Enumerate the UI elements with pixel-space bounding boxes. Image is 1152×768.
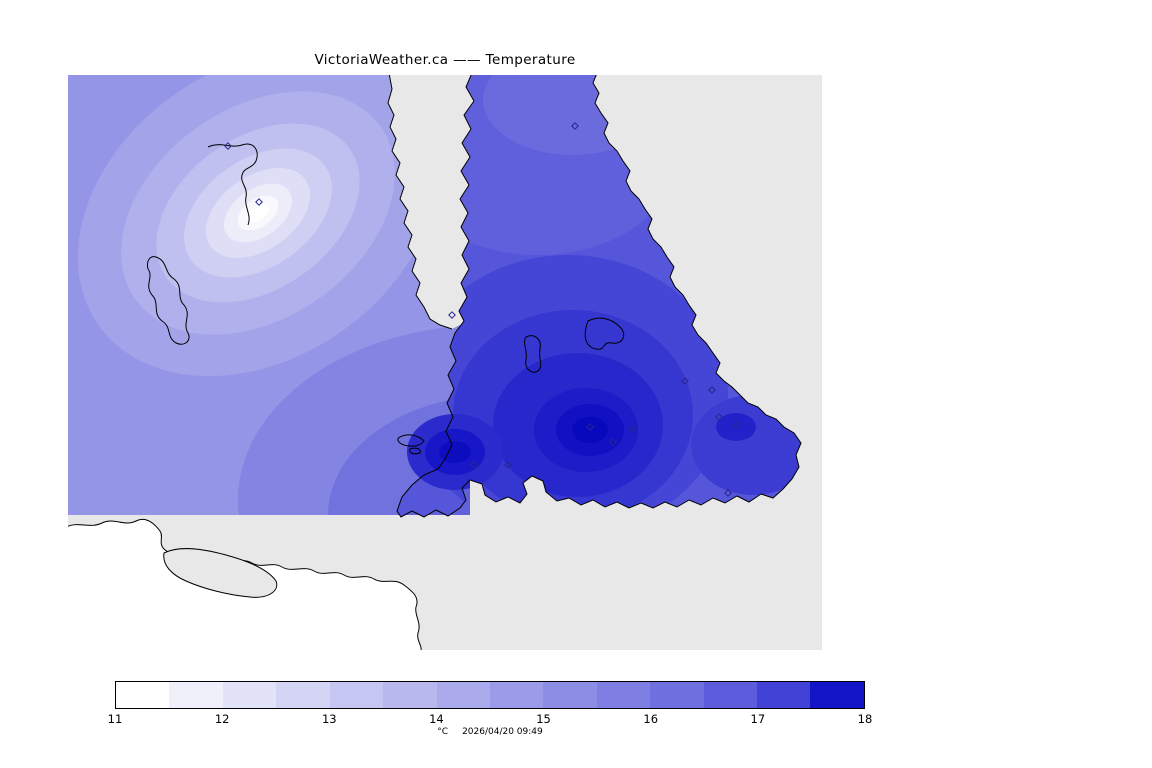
peninsula-temperature-shading — [398, 75, 801, 517]
colorbar-segment — [703, 682, 758, 708]
colorbar-tick-label: 11 — [107, 712, 123, 726]
colorbar-segment — [383, 682, 437, 708]
colorbar-tick-label: 18 — [857, 712, 873, 726]
inlet-west-shoreline — [387, 75, 453, 330]
station-marker — [681, 377, 689, 385]
northwest-shoreline — [207, 143, 258, 226]
page-title: VictoriaWeather.ca —— Temperature — [314, 52, 576, 68]
station-marker — [255, 198, 263, 206]
colorbar-segment — [810, 682, 864, 708]
colorbar-segment — [169, 682, 223, 708]
inlet-water — [388, 75, 470, 329]
colorbar-tick-label: 15 — [536, 712, 551, 726]
colorbar-segment — [489, 682, 544, 708]
lagoon-outline-b — [409, 447, 421, 455]
station-marker — [724, 489, 732, 497]
colorbar-ticks: 11 12 13 14 15 16 17 18 — [108, 712, 873, 726]
station-marker — [708, 386, 716, 394]
cordova-bay-outline — [584, 317, 625, 350]
colorbar-segment — [757, 682, 811, 708]
west-lake-outline — [147, 256, 190, 345]
stations-layer — [224, 122, 741, 497]
colorbar-segment — [436, 682, 490, 708]
station-marker — [715, 413, 723, 421]
station-marker — [504, 461, 512, 469]
map-svg — [68, 75, 822, 650]
colorbar-tick-label: 16 — [643, 712, 659, 726]
temperature-map — [68, 75, 822, 650]
sooke-basin-water — [163, 548, 278, 598]
colorbar-tick-label: 13 — [321, 712, 337, 726]
cool-contour-bands — [77, 75, 439, 377]
station-marker — [448, 311, 456, 319]
colorbar-segment — [116, 682, 170, 708]
station-marker — [586, 423, 594, 431]
colorbar-timestamp: 2026/04/20 09:49 — [462, 727, 543, 737]
colorbar-unit-label: °C — [437, 727, 449, 737]
station-marker — [224, 142, 232, 150]
lagoon-outline-a — [397, 434, 425, 447]
colorbar-segment — [276, 682, 330, 708]
station-marker — [629, 425, 637, 433]
station-marker — [733, 421, 741, 429]
lakes-and-islands — [147, 143, 625, 455]
colorbar-segment — [543, 682, 597, 708]
colorbar-segment — [596, 682, 651, 708]
station-marker — [571, 122, 579, 130]
station-marker — [609, 438, 617, 446]
no-data-land — [68, 518, 422, 650]
colorbar-caption: °C 2026/04/20 09:49 — [115, 727, 865, 737]
colorbar-tick-label: 12 — [214, 712, 230, 726]
colorbar-tick-label: 17 — [750, 712, 766, 726]
colorbar — [115, 681, 865, 709]
station-marker — [470, 461, 478, 469]
colorbar-tick-label: 14 — [429, 712, 444, 726]
colorbar-segment — [650, 682, 704, 708]
colorbar-segment — [329, 682, 384, 708]
colorbar-segment — [222, 682, 277, 708]
elk-lake-outline — [524, 335, 542, 373]
